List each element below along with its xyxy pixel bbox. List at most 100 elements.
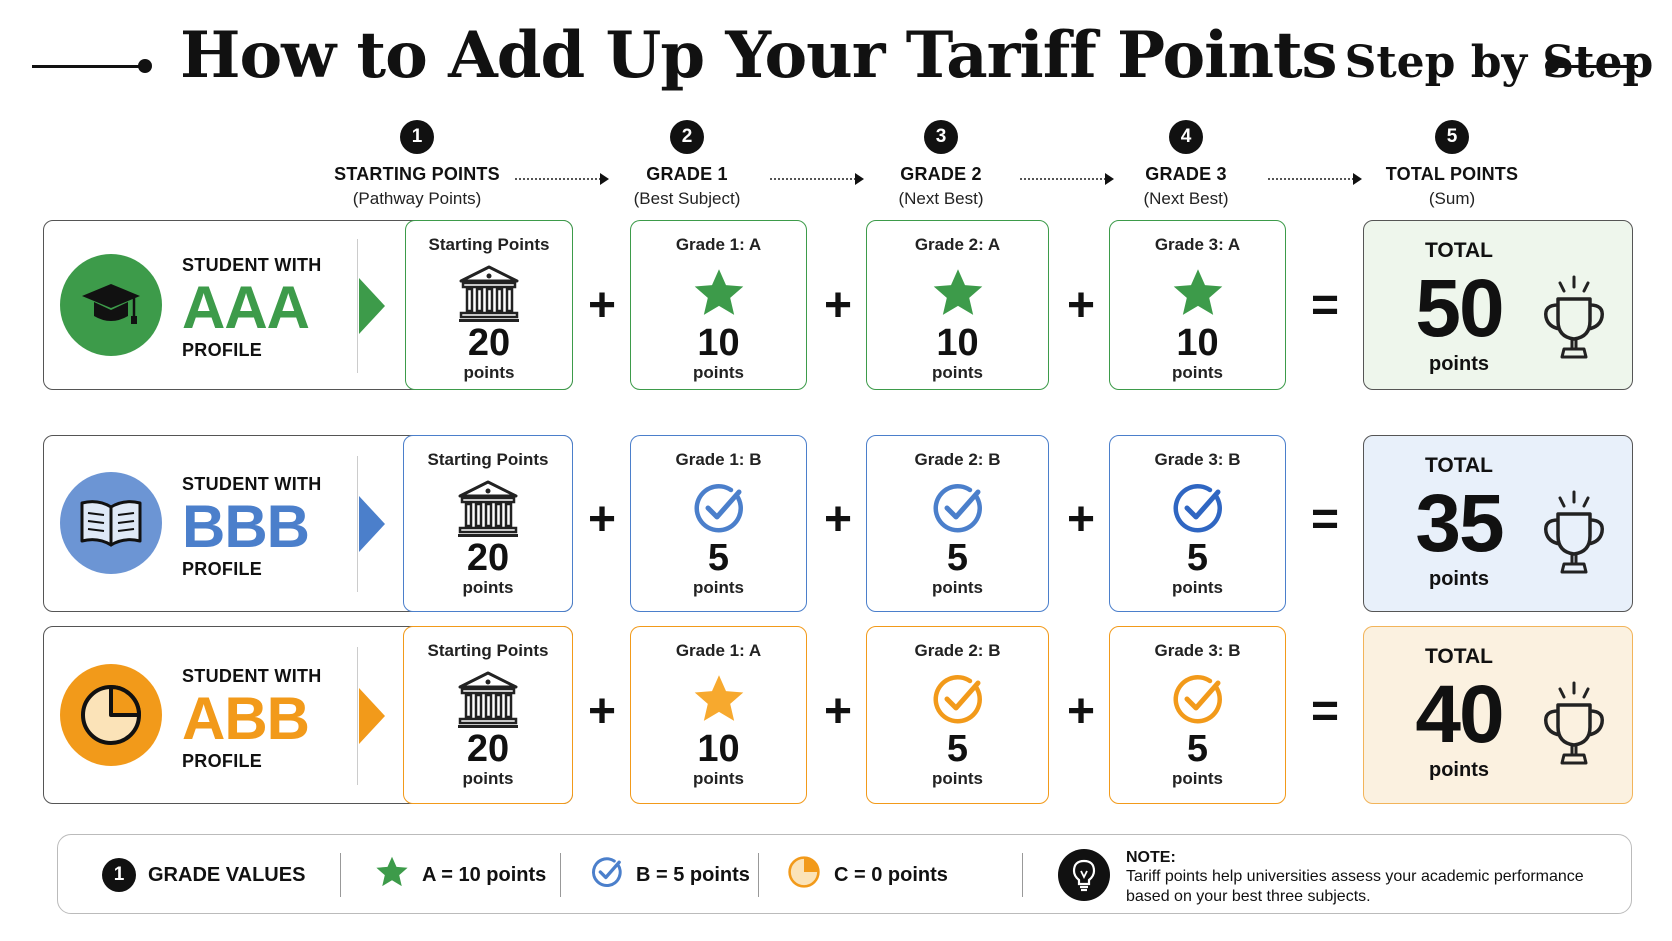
legend-a: A = 10 points: [374, 835, 546, 915]
star-icon: [687, 669, 751, 729]
total-label: TOTAL: [1424, 454, 1494, 477]
legend-number: 1: [102, 858, 136, 892]
total-box: TOTAL 35 points: [1363, 435, 1633, 612]
bank-icon: [457, 263, 521, 323]
plus-sign: +: [587, 493, 617, 546]
step-number: 2: [670, 120, 704, 154]
plus-sign: +: [587, 685, 617, 738]
title-rule-right: [1550, 65, 1638, 68]
box-unit: points: [932, 578, 983, 597]
grade-box: Grade 2: B 5 points: [866, 626, 1049, 804]
title-sub: Step by Step: [1344, 37, 1654, 88]
box-title: Grade 1: A: [675, 641, 762, 660]
box-value: 10: [697, 728, 740, 770]
legend-b-text: B = 5 points: [636, 863, 750, 886]
grade-box: Grade 1: B 5 points: [630, 435, 807, 612]
legend-b: B = 5 points: [590, 835, 750, 915]
step-number: 4: [1169, 120, 1203, 154]
step-number: 3: [924, 120, 958, 154]
profile-code: AAA: [182, 274, 310, 341]
box-unit: points: [462, 578, 514, 597]
star-icon: [374, 854, 410, 896]
check-circle-icon: [1166, 669, 1230, 729]
profile-pre: STUDENT WITH: [182, 474, 322, 494]
plus-sign: +: [1066, 493, 1096, 546]
starting-points-box: Starting Points 20 points: [405, 220, 573, 390]
box-unit: points: [932, 363, 983, 382]
box-unit: points: [463, 363, 515, 382]
check-circle-icon: [1166, 478, 1230, 538]
profile-post: PROFILE: [182, 559, 263, 579]
step-arrow: [515, 173, 609, 185]
box-value: 5: [946, 537, 969, 579]
box-title: Grade 3: B: [1154, 641, 1241, 660]
legend-heading: 1 GRADE VALUES: [102, 835, 305, 915]
open-book-icon: [60, 472, 162, 574]
box-unit: points: [932, 769, 983, 788]
lightbulb-icon: [1058, 849, 1110, 901]
note-text: NOTE: Tariff points help universities as…: [1126, 849, 1616, 907]
check-circle-icon: [926, 478, 990, 538]
box-title: Grade 3: B: [1154, 450, 1241, 469]
legend-divider: [340, 853, 341, 897]
grade-box: Grade 1: A 10 points: [630, 626, 807, 804]
box-value: 5: [946, 728, 969, 770]
legend-c: C = 0 points: [786, 835, 948, 915]
grade-box: Grade 2: B 5 points: [866, 435, 1049, 612]
profile-divider: [357, 239, 358, 373]
star-icon: [1166, 263, 1230, 323]
profile-post: PROFILE: [182, 340, 263, 360]
step-3: 3 GRADE 2 (Next Best): [821, 120, 1061, 209]
grade-box: Grade 1: A 10 points: [630, 220, 807, 390]
step-4: 4 GRADE 3 (Next Best): [1066, 120, 1306, 209]
box-title: Grade 2: B: [914, 450, 1001, 469]
profile-pre: STUDENT WITH: [182, 255, 322, 275]
step-arrow: [1268, 173, 1362, 185]
box-title: Grade 1: A: [675, 235, 762, 254]
box-unit: points: [693, 363, 744, 382]
total-unit: points: [1429, 568, 1489, 590]
step-label: GRADE 3: [1145, 164, 1227, 184]
step-5: 5 TOTAL POINTS (Sum): [1332, 120, 1572, 209]
profile-text: STUDENT WITH BBB PROFILE: [182, 474, 322, 580]
box-unit: points: [693, 578, 744, 597]
step-label: STARTING POINTS: [334, 164, 500, 184]
pie-chart-icon: [786, 854, 822, 896]
page-title: How to Add Up Your Tariff Points Step by …: [180, 18, 1653, 93]
chevron-right-icon: [359, 496, 385, 552]
star-icon: [926, 263, 990, 323]
pie-chart-icon: [60, 664, 162, 766]
plus-sign: +: [823, 493, 853, 546]
step-sub: (Next Best): [898, 189, 984, 208]
profile-post: PROFILE: [182, 751, 263, 771]
box-value: 20: [466, 728, 510, 770]
title-dot-left: [138, 59, 152, 73]
box-value: 20: [467, 322, 511, 364]
legend-divider: [758, 853, 759, 897]
total-label: TOTAL: [1424, 645, 1494, 668]
plus-sign: +: [587, 279, 617, 332]
plus-sign: +: [1066, 685, 1096, 738]
box-unit: points: [1172, 769, 1223, 788]
box-value: 10: [936, 322, 979, 364]
note-body: Tariff points help universities assess y…: [1126, 868, 1584, 905]
step-2: 2 GRADE 1 (Best Subject): [567, 120, 807, 209]
grade-box: Grade 3: B 5 points: [1109, 435, 1286, 612]
step-number: 1: [400, 120, 434, 154]
check-circle-icon: [926, 669, 990, 729]
trophy-icon: [1534, 675, 1614, 775]
box-title: Starting Points: [427, 450, 549, 469]
chevron-right-icon: [359, 688, 385, 744]
legend-heading-text: GRADE VALUES: [148, 863, 306, 886]
grade-box: Grade 3: B 5 points: [1109, 626, 1286, 804]
profile-code: ABB: [182, 685, 310, 752]
profile-text: STUDENT WITH AAA PROFILE: [182, 255, 322, 361]
total-value: 40: [1415, 669, 1504, 760]
box-value: 10: [697, 322, 740, 364]
step-sub: (Sum): [1428, 189, 1476, 208]
total-value: 35: [1415, 478, 1504, 569]
step-label: GRADE 2: [900, 164, 982, 184]
box-value: 5: [707, 537, 730, 579]
star-icon: [687, 263, 751, 323]
starting-points-box: Starting Points 20 points: [403, 626, 573, 804]
